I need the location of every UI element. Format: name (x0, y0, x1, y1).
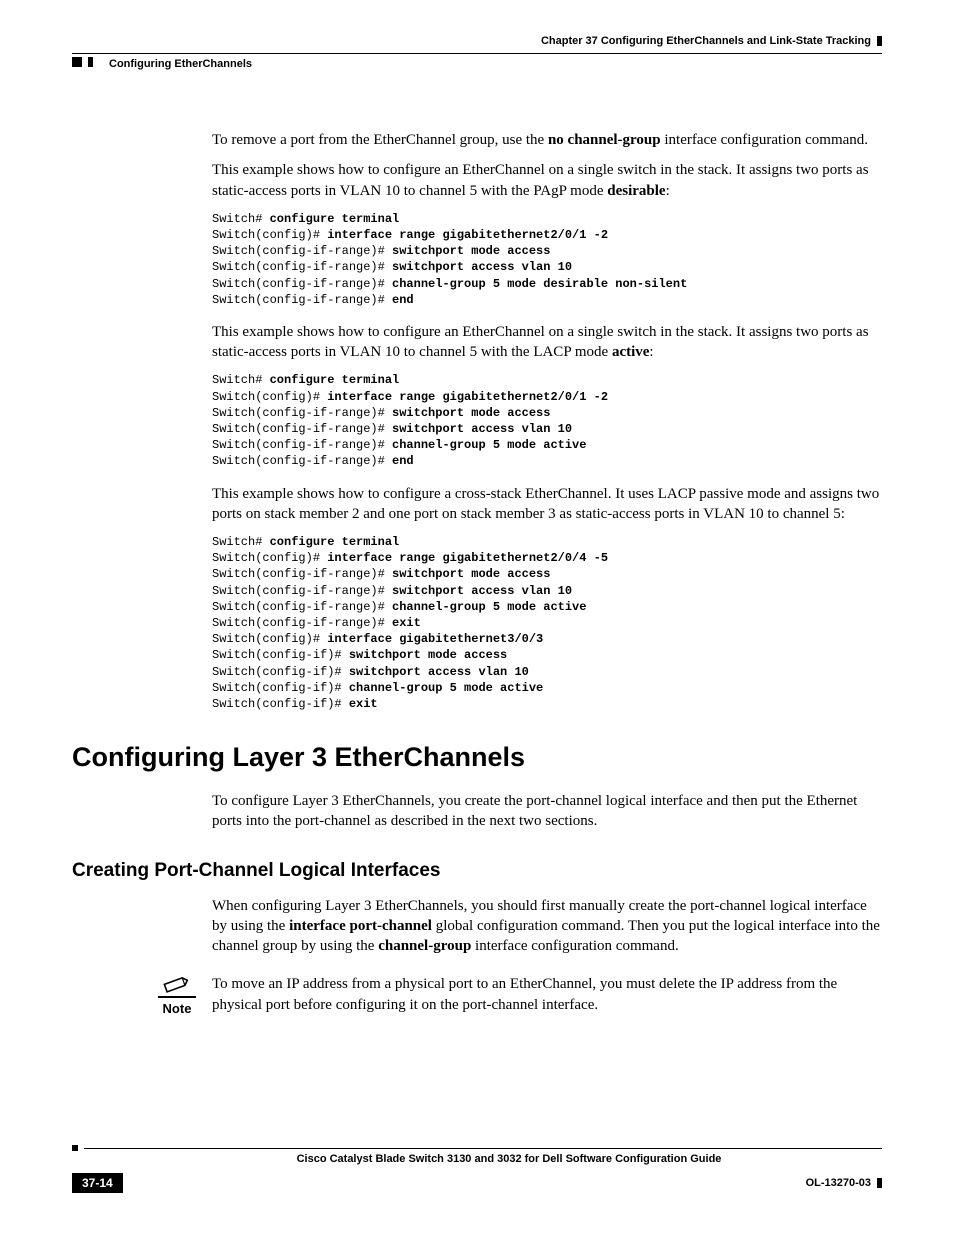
note-text: To move an IP address from a physical po… (212, 974, 882, 1015)
note-icon: Note (156, 974, 198, 1016)
note-label: Note (163, 1001, 192, 1016)
decor-square (88, 57, 93, 67)
section-title: Configuring EtherChannels (109, 58, 252, 70)
body-content: To remove a port from the EtherChannel g… (212, 130, 882, 1016)
code-block-lacp: Switch# configure terminalSwitch(config)… (212, 372, 882, 469)
para-remove: To remove a port from the EtherChannel g… (212, 130, 882, 150)
doc-id: OL-13270-03 (806, 1177, 871, 1189)
decor-square (72, 1145, 78, 1151)
para-layer3-intro: To configure Layer 3 EtherChannels, you … (212, 791, 882, 832)
chapter-title: Chapter 37 Configuring EtherChannels and… (541, 35, 871, 47)
para-pagp-example: This example shows how to configure an E… (212, 160, 882, 201)
para-cross-stack: This example shows how to configure a cr… (212, 484, 882, 525)
para-lacp-example: This example shows how to configure an E… (212, 322, 882, 363)
para-port-channel: When configuring Layer 3 EtherChannels, … (212, 896, 882, 957)
code-block-cross-stack: Switch# configure terminalSwitch(config)… (212, 534, 882, 712)
heading-port-channel: Creating Port-Channel Logical Interfaces (72, 860, 882, 882)
heading-layer3: Configuring Layer 3 EtherChannels (72, 742, 882, 773)
page-header: Chapter 37 Configuring EtherChannels and… (72, 35, 882, 47)
decor-square (72, 57, 82, 67)
footer-doc-title: Cisco Catalyst Blade Switch 3130 and 303… (136, 1153, 882, 1165)
page-number: 37-14 (72, 1173, 123, 1193)
note-block: Note To move an IP address from a physic… (156, 974, 882, 1016)
decor-square (877, 36, 882, 46)
decor-square (877, 1178, 882, 1188)
page-footer: Cisco Catalyst Blade Switch 3130 and 303… (72, 1145, 882, 1193)
code-block-pagp: Switch# configure terminalSwitch(config)… (212, 211, 882, 308)
